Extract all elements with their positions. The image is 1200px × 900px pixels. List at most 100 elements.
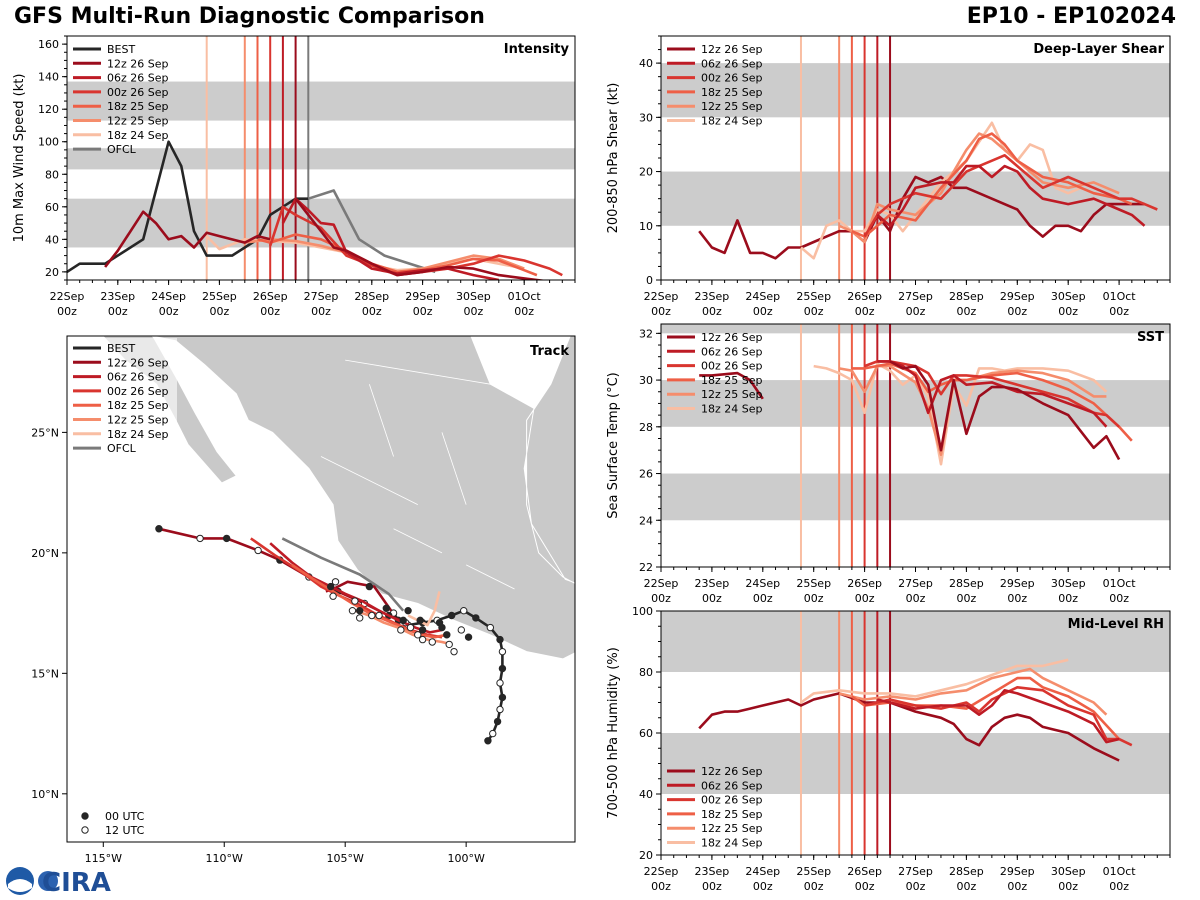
track-point-12utc: [348, 606, 357, 615]
track-point-12utc: [457, 626, 466, 634]
x-tick-label: 23Sep: [695, 290, 730, 303]
lat-tick-label: 20°N: [31, 547, 59, 560]
series-line: [698, 175, 1145, 260]
x-tick-label-hour: 00z: [702, 592, 722, 605]
track-point-00utc: [418, 626, 427, 634]
track-point-12utc: [445, 640, 453, 649]
x-tick-label-hour: 00z: [804, 592, 824, 605]
track-point-12utc: [418, 635, 427, 644]
legend-label: BEST: [107, 342, 135, 355]
x-tick-label: 01Oct: [508, 290, 542, 303]
y-axis-label: 700-500 hPa Humidity (%): [606, 647, 621, 819]
x-tick-label: 28Sep: [949, 865, 984, 878]
series-line: [294, 197, 548, 280]
series-line: [889, 360, 1121, 461]
legend-label: 12z 25 Sep: [701, 100, 763, 113]
track-point: [498, 664, 507, 673]
x-tick-label: 24Sep: [745, 290, 780, 303]
x-tick-label: 01Oct: [1103, 577, 1137, 590]
track-point: [498, 647, 507, 656]
state-border: [465, 564, 515, 590]
track-point-12utc: [329, 592, 337, 600]
x-tick-label: 24Sep: [151, 290, 186, 303]
x-tick-label-hour: 00z: [906, 592, 926, 605]
x-tick-label-hour: 00z: [804, 305, 824, 318]
x-tick-label: 01Oct: [1103, 865, 1137, 878]
state-border: [393, 528, 443, 554]
threshold-band: [661, 380, 1170, 427]
series-line: [67, 140, 309, 273]
x-tick-label-hour: 00z: [1058, 305, 1078, 318]
x-tick-label-hour: 00z: [464, 305, 484, 318]
marker-12utc: [81, 826, 89, 834]
y-axis-label: Sea Surface Temp (°C): [606, 372, 621, 519]
x-tick-label: 22Sep: [50, 290, 85, 303]
legend-label: 18z 24 Sep: [701, 115, 763, 128]
series-line: [800, 121, 1082, 260]
marker-00utc: [81, 812, 89, 820]
x-tick-label-hour: 00z: [1109, 592, 1129, 605]
y-tick-label: 20: [45, 266, 59, 279]
x-tick-label: 25Sep: [202, 290, 237, 303]
state-border: [345, 359, 491, 385]
series-line: [698, 692, 1120, 762]
x-tick-label: 28Sep: [354, 290, 389, 303]
threshold-band: [67, 81, 575, 121]
map-frame: [66, 335, 576, 843]
legend-label: 12z 26 Sep: [701, 765, 763, 778]
lon-tick-label: 105°W: [327, 852, 364, 865]
x-tick-label-hour: 00z: [311, 305, 331, 318]
panel-title: Mid-Level RH: [1068, 617, 1164, 632]
x-tick-label-hour: 00z: [1109, 305, 1129, 318]
x-tick-label-hour: 00z: [855, 592, 875, 605]
legend-label: 18z 25 Sep: [107, 399, 169, 412]
x-tick-label-hour: 00z: [57, 305, 77, 318]
x-tick-label-hour: 00z: [753, 305, 773, 318]
panel-title: Track: [530, 344, 569, 359]
legend-label: OFCL: [107, 143, 137, 156]
marker-legend-label: 00 UTC: [105, 810, 145, 823]
x-tick-label-hour: 00z: [108, 305, 128, 318]
y-tick-label: 26: [639, 468, 653, 481]
legend-label: 18z 24 Sep: [107, 428, 169, 441]
series-line: [813, 362, 1108, 466]
legend-label: 18z 24 Sep: [701, 837, 763, 850]
map-area: [102, 336, 575, 745]
state-border: [320, 456, 418, 506]
lat-tick-label: 10°N: [31, 788, 59, 801]
plot-area: [67, 36, 575, 280]
series-line: [877, 688, 1120, 744]
series-line: [838, 132, 1120, 244]
legend-label: 00z 26 Sep: [701, 360, 763, 373]
x-tick-label: 28Sep: [949, 290, 984, 303]
track-point: [254, 546, 262, 555]
track-point: [484, 737, 492, 745]
x-tick-label: 30Sep: [1051, 865, 1086, 878]
track-point-00utc: [435, 619, 444, 627]
x-tick-label-hour: 00z: [260, 305, 280, 318]
legend-label: 12z 26 Sep: [107, 57, 169, 70]
x-tick-label: 25Sep: [796, 290, 831, 303]
track-point: [196, 534, 204, 543]
track-point: [472, 614, 480, 622]
plot-area: [661, 36, 1170, 280]
legend-label: 12z 25 Sep: [701, 388, 763, 401]
x-tick-label-hour: 00z: [855, 880, 875, 893]
lon-tick-label: 110°W: [206, 852, 243, 865]
storm-id: EP10 - EP102024: [966, 4, 1176, 29]
track-point-00utc: [404, 606, 412, 615]
x-tick-label-hour: 00z: [957, 305, 977, 318]
track-point: [222, 534, 231, 543]
y-tick-label: 30: [639, 111, 653, 124]
legend-label: 12z 25 Sep: [701, 822, 763, 835]
x-tick-label: 29Sep: [1000, 290, 1035, 303]
y-tick-label: 40: [45, 233, 59, 246]
legend-label: 18z 25 Sep: [701, 808, 763, 821]
track-point: [496, 635, 504, 644]
series-line: [307, 189, 436, 274]
y-tick-label: 20: [639, 166, 653, 179]
x-tick-label: 30Sep: [1051, 290, 1086, 303]
legend-label: 00z 26 Sep: [701, 72, 763, 85]
x-tick-label-hour: 00z: [957, 592, 977, 605]
legend-label: 12z 26 Sep: [107, 356, 169, 369]
